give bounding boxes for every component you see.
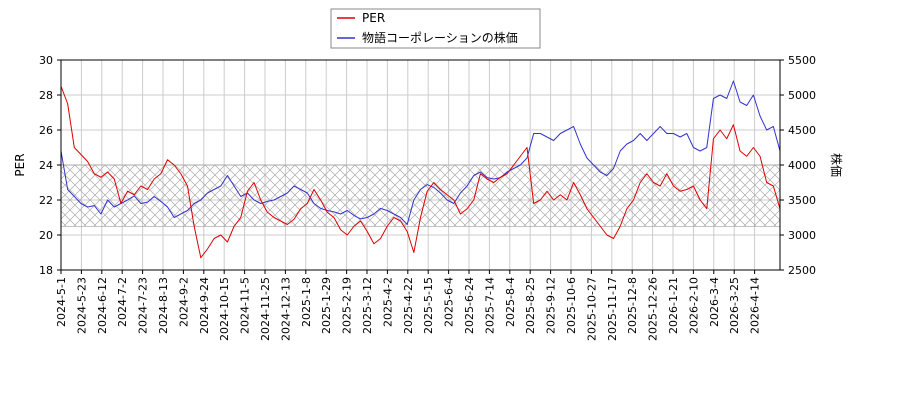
legend: PER 物語コーポレーションの株価 bbox=[330, 8, 541, 49]
x-tick-label: 2024-9-24 bbox=[198, 277, 211, 334]
x-tick-label: 2026-1-21 bbox=[667, 277, 680, 334]
x-tick-label: 2024-7-2 bbox=[116, 277, 129, 327]
x-tick-label: 2024-12-13 bbox=[279, 277, 292, 341]
x-axis: 2024-5-1 2024-5-23 2024-6-12 2024-7-2 2024-7… bbox=[55, 270, 762, 341]
x-tick-label: 2025-1-29 bbox=[320, 277, 333, 334]
x-tick-label: 2025-9-12 bbox=[545, 277, 558, 334]
series-line-stock-price bbox=[61, 80, 780, 225]
x-tick-label: 2026-2-10 bbox=[687, 277, 700, 334]
left-tick-label: 30 bbox=[39, 54, 53, 67]
left-tick-label: 20 bbox=[39, 229, 53, 242]
left-tick-label: 26 bbox=[39, 124, 53, 137]
right-axis-title: 株価 bbox=[829, 153, 844, 177]
right-tick-label: 4000 bbox=[788, 159, 816, 172]
x-tick-label: 2025-2-19 bbox=[341, 277, 354, 334]
series-layer bbox=[61, 80, 780, 259]
x-tick-label: 2024-9-2 bbox=[177, 277, 190, 327]
x-tick-label: 2024-5-23 bbox=[75, 277, 88, 334]
series-line-per bbox=[61, 86, 780, 259]
left-axis: 18 20 22 24 26 28 30 bbox=[39, 54, 61, 277]
right-tick-label: 5500 bbox=[788, 54, 816, 67]
x-tick-label: 2025-4-22 bbox=[402, 277, 415, 334]
x-tick-label: 2024-10-15 bbox=[218, 277, 231, 341]
right-axis: 2500 3000 3500 4000 4500 5000 5500 bbox=[780, 54, 816, 277]
right-tick-label: 5000 bbox=[788, 89, 816, 102]
legend-label-per: PER bbox=[362, 11, 385, 25]
x-tick-label: 2026-3-4 bbox=[708, 277, 721, 327]
x-tick-label: 2025-5-15 bbox=[422, 277, 435, 334]
x-tick-label: 2025-7-14 bbox=[483, 277, 496, 334]
x-tick-label: 2025-8-25 bbox=[524, 277, 537, 334]
x-tick-label: 2025-10-6 bbox=[565, 277, 578, 334]
x-tick-label: 2025-6-24 bbox=[463, 277, 476, 334]
right-tick-label: 3500 bbox=[788, 194, 816, 207]
right-tick-label: 3000 bbox=[788, 229, 816, 242]
x-tick-label: 2024-6-12 bbox=[96, 277, 109, 334]
x-tick-label: 2025-6-4 bbox=[443, 277, 456, 327]
x-tick-label: 2025-12-26 bbox=[647, 277, 660, 341]
x-tick-label: 2025-12-8 bbox=[626, 277, 639, 334]
left-tick-label: 24 bbox=[39, 159, 53, 172]
x-tick-label: 2025-3-12 bbox=[361, 277, 374, 334]
x-tick-label: 2024-7-23 bbox=[137, 277, 150, 334]
x-tick-label: 2024-8-13 bbox=[157, 277, 170, 334]
left-tick-label: 18 bbox=[39, 264, 53, 277]
right-tick-label: 4500 bbox=[788, 124, 816, 137]
left-tick-label: 22 bbox=[39, 194, 53, 207]
x-tick-label: 2025-11-17 bbox=[606, 277, 619, 341]
x-tick-label: 2025-4-2 bbox=[381, 277, 394, 327]
legend-box bbox=[330, 8, 541, 49]
x-tick-label: 2025-8-4 bbox=[504, 277, 517, 327]
x-tick-label: 2026-3-25 bbox=[728, 277, 741, 334]
x-tick-label: 2025-10-27 bbox=[585, 277, 598, 341]
x-tick-label: 2024-11-5 bbox=[239, 277, 252, 334]
x-tick-label: 2025-1-8 bbox=[300, 277, 313, 327]
x-tick-label: 2024-5-1 bbox=[55, 277, 68, 327]
x-tick-label: 2024-11-25 bbox=[259, 277, 272, 341]
right-tick-label: 2500 bbox=[788, 264, 816, 277]
left-tick-label: 28 bbox=[39, 89, 53, 102]
x-tick-label: 2026-4-14 bbox=[749, 277, 762, 334]
left-axis-title: PER bbox=[13, 153, 27, 176]
legend-label-price: 物語コーポレーションの株価 bbox=[362, 30, 518, 45]
